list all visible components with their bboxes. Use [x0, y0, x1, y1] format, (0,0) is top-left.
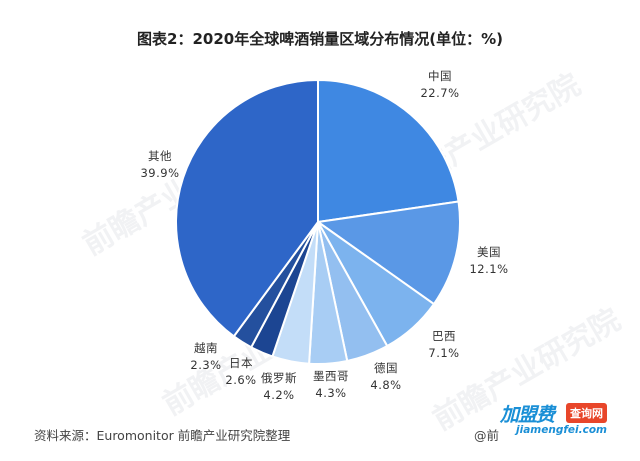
- pie-slice-9: [175, 78, 319, 338]
- slice-label-name: 墨西哥: [313, 369, 349, 383]
- slice-label-name: 德国: [374, 361, 398, 375]
- brand-url: jiamengfei.com: [516, 424, 607, 436]
- slice-label-value: 12.1%: [469, 262, 508, 276]
- slice-label-value: 4.3%: [315, 386, 346, 400]
- brand-name: 加盟费: [500, 404, 555, 426]
- slice-label-value: 22.7%: [420, 86, 459, 100]
- slice-label-value: 4.2%: [263, 388, 294, 402]
- slice-label-value: 2.6%: [225, 373, 256, 387]
- chart-title: 图表2：2020年全球啤酒销量区域分布情况(单位：%): [137, 30, 503, 48]
- brand-badge: 查询网: [566, 403, 607, 423]
- slice-label-value: 7.1%: [428, 346, 459, 360]
- slice-label-name: 中国: [428, 69, 452, 83]
- credit-note: @前: [474, 428, 500, 443]
- slice-label-value: 2.3%: [190, 358, 221, 372]
- slice-label-name: 日本: [229, 356, 253, 370]
- slice-label-value: 39.9%: [140, 166, 179, 180]
- slice-label-name: 其他: [148, 149, 172, 163]
- slice-label-name: 俄罗斯: [261, 371, 297, 385]
- brand-logo: 加盟费 查询网 jiamengfei.com: [500, 400, 628, 444]
- slice-label-value: 4.8%: [370, 378, 401, 392]
- pie-slice-2: [315, 200, 461, 306]
- pie-slice-1: [317, 78, 460, 224]
- slice-label-name: 巴西: [432, 329, 456, 343]
- slice-label-name: 美国: [477, 245, 501, 259]
- slice-label-name: 越南: [194, 341, 218, 355]
- source-note: 资料来源：Euromonitor 前瞻产业研究院整理: [34, 428, 291, 443]
